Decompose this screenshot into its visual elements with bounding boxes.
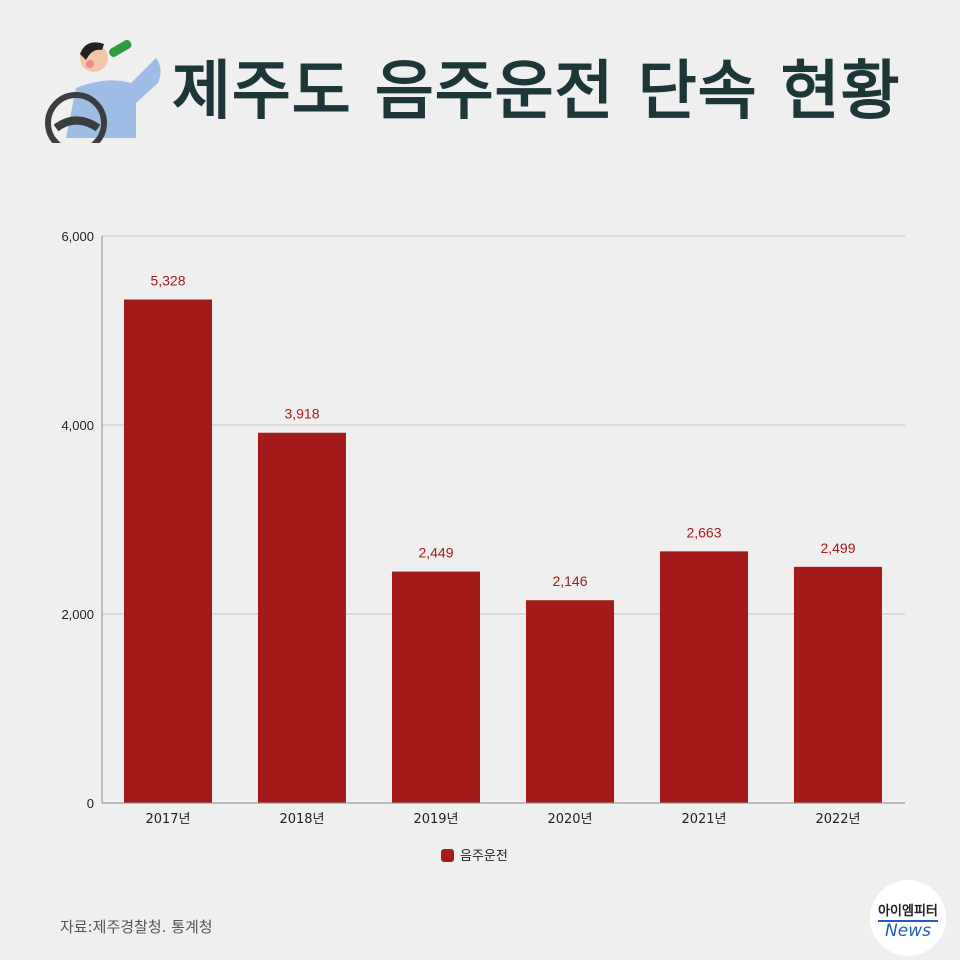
data-label: 2,449 <box>418 545 453 561</box>
data-label: 3,918 <box>284 406 319 422</box>
logo: 아이엠피터 News <box>870 880 946 956</box>
bar <box>124 299 212 803</box>
bar <box>660 551 748 803</box>
page-title: 제주도 음주운전 단속 현황 <box>172 55 901 129</box>
x-tick-label: 2021년 <box>681 812 726 827</box>
legend-label: 음주운전 <box>460 849 508 864</box>
y-tick-label: 2,000 <box>61 607 94 622</box>
data-label: 2,146 <box>552 573 587 589</box>
y-tick-label: 0 <box>87 796 94 811</box>
logo-ko: 아이엠피터 <box>878 900 938 922</box>
legend-swatch <box>441 849 454 862</box>
logo-en: News <box>885 921 931 941</box>
y-tick-label: 6,000 <box>61 229 94 244</box>
bar <box>526 600 614 803</box>
bar <box>392 571 480 803</box>
x-tick-label: 2022년 <box>815 812 860 827</box>
x-tick-label: 2017년 <box>145 812 190 827</box>
y-tick-label: 4,000 <box>61 418 94 433</box>
data-label: 5,328 <box>150 273 185 289</box>
data-label: 2,499 <box>820 540 855 556</box>
x-tick-label: 2019년 <box>413 812 458 827</box>
x-tick-label: 2018년 <box>279 812 324 827</box>
data-label: 2,663 <box>686 524 721 540</box>
man-drinking-while-driving-icon <box>36 28 166 154</box>
bar <box>794 566 882 803</box>
bar <box>258 432 346 803</box>
source-note: 자료:제주경찰청. 통계청 <box>60 918 213 936</box>
x-tick-label: 2020년 <box>547 812 592 827</box>
